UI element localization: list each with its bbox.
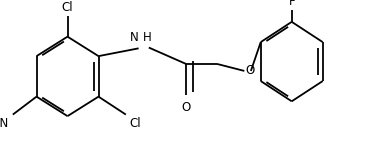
Text: Cl: Cl	[129, 117, 141, 130]
Text: N: N	[130, 31, 139, 44]
Text: F: F	[288, 0, 295, 8]
Text: H: H	[143, 31, 152, 44]
Text: Cl: Cl	[62, 1, 73, 14]
Text: O: O	[245, 64, 254, 77]
Text: O: O	[182, 101, 190, 114]
Text: H₂N: H₂N	[0, 117, 9, 130]
